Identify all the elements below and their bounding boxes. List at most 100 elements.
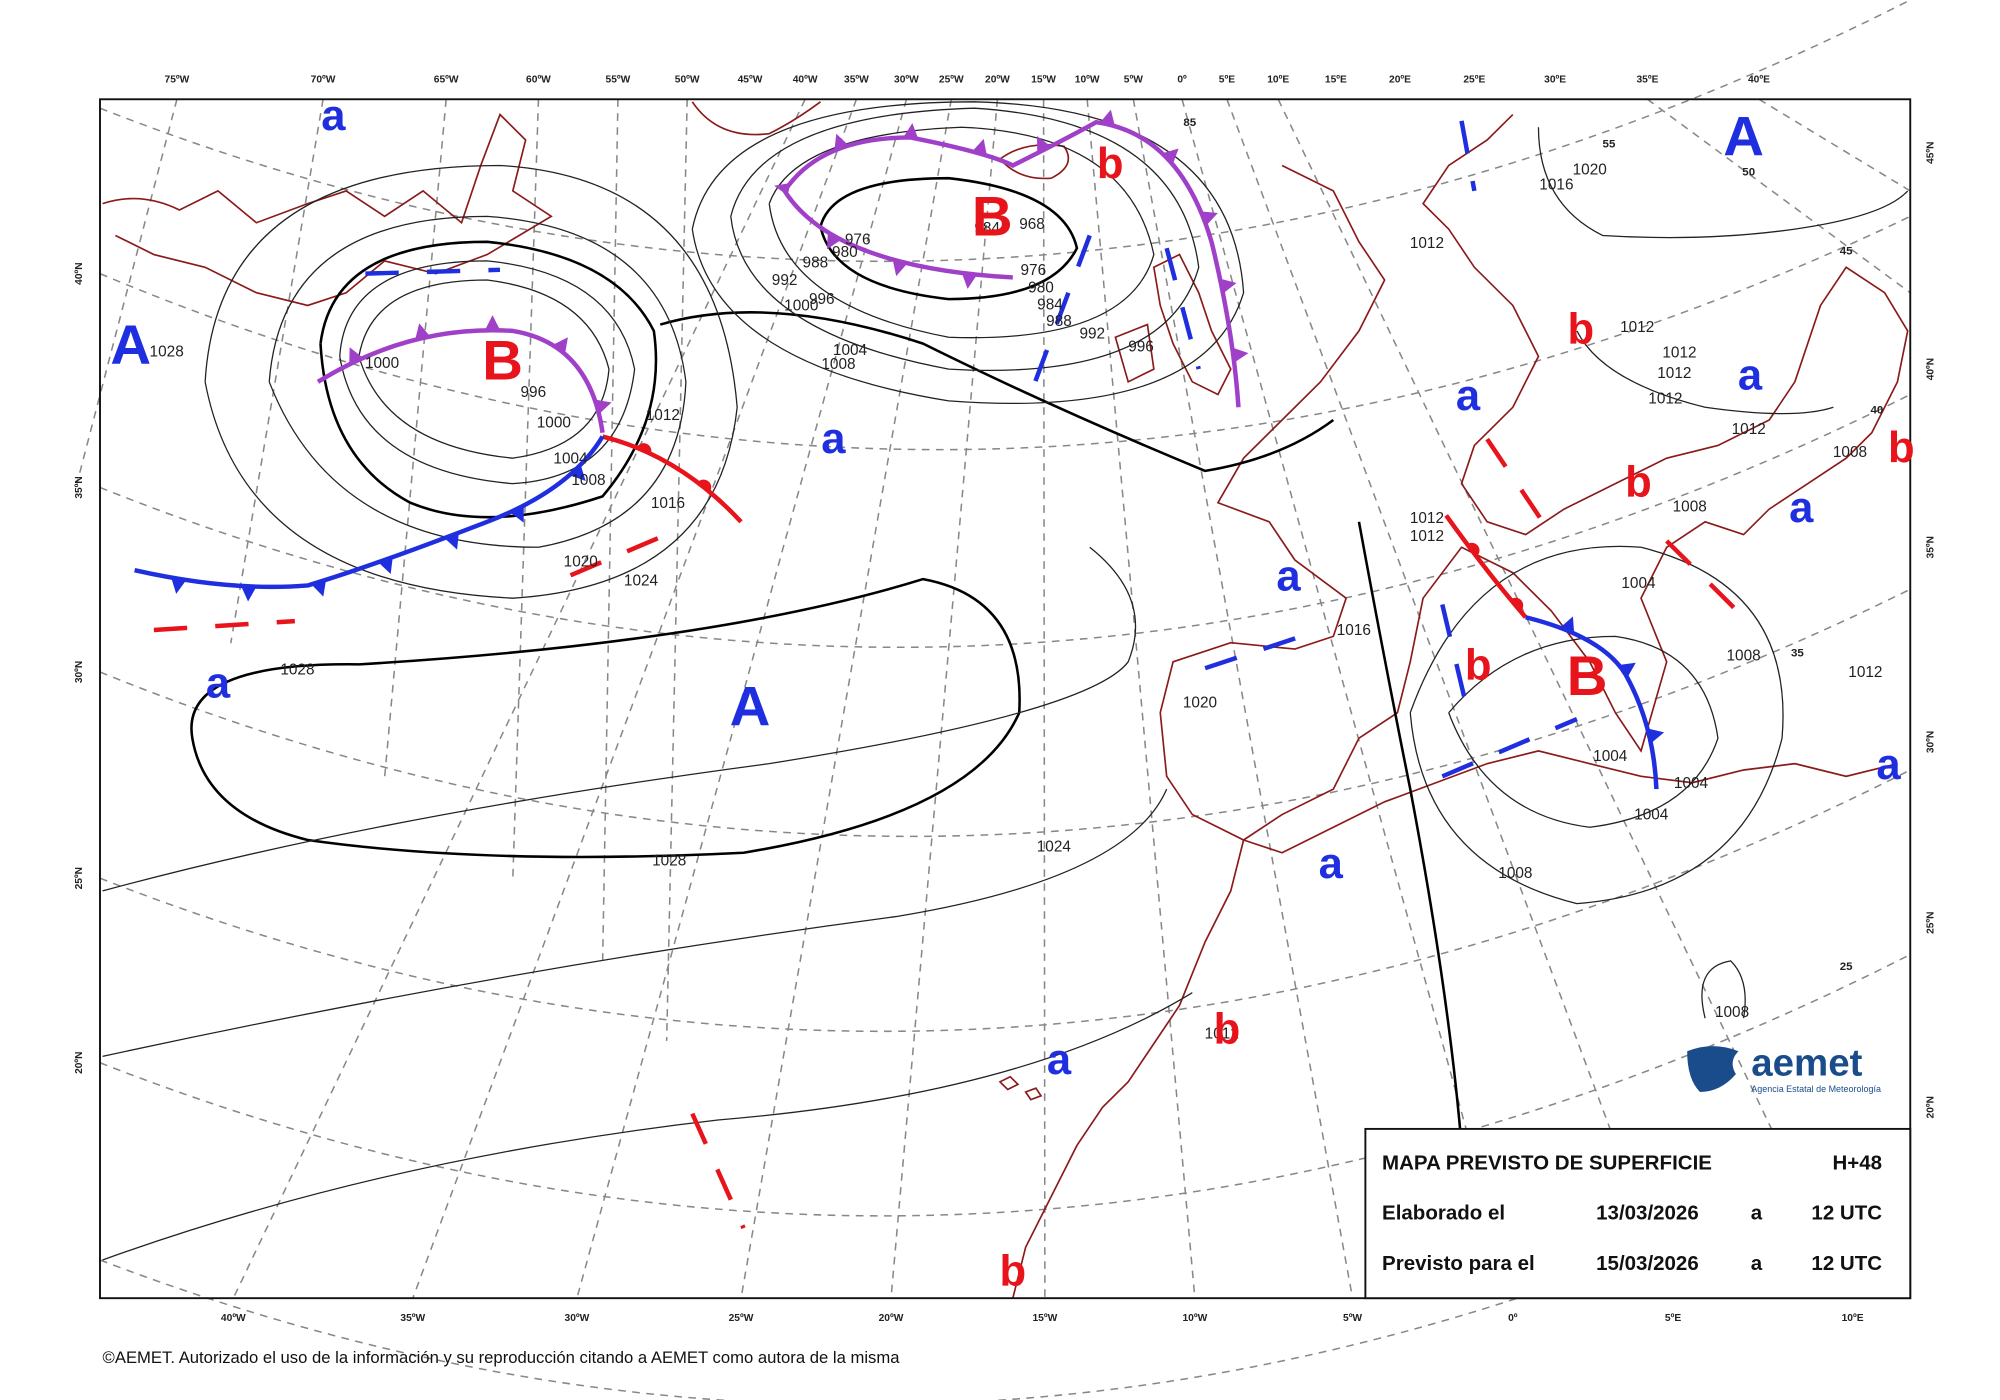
isobar-label: 1012 (1410, 235, 1444, 252)
meridian (232, 98, 806, 1299)
longitude-label: 30ºW (565, 1313, 590, 1324)
front-symbol (415, 323, 431, 340)
front-symbol (569, 464, 586, 482)
pressure-center: b (1097, 140, 1124, 188)
info-cell: a (1751, 1202, 1763, 1224)
longitude-label: 10ºW (1075, 75, 1100, 86)
isobar-label: 976 (845, 231, 871, 248)
isobar-label: 1008 (1498, 865, 1532, 882)
isobar-label: 1028 (652, 853, 686, 870)
pressure-center: b (1888, 424, 1915, 472)
longitude-label: 30ºE (1544, 75, 1566, 86)
info-cell: Elaborado el (1382, 1202, 1505, 1224)
longitude-label: 20ºE (1389, 75, 1411, 86)
isobar-label: 988 (803, 254, 829, 271)
meridian (1277, 98, 1854, 1299)
isobar-label: 996 (521, 384, 547, 401)
isobar-label: 1008 (571, 472, 605, 489)
grid-label: 40 (1871, 405, 1884, 417)
pressure-center: a (821, 415, 846, 463)
pressure-center: a (1738, 352, 1763, 400)
isobar (730, 107, 1200, 371)
longitude-label: 25ºW (939, 75, 964, 86)
isobar (102, 992, 1193, 1261)
parallel (99, 953, 1911, 1217)
coastlines (102, 101, 1909, 1299)
isobar-label: 1004 (553, 450, 588, 467)
pressure-center: b (1000, 1248, 1027, 1296)
meridian (1758, 98, 1911, 192)
isobar-label: 1008 (1726, 648, 1760, 665)
info-box: MAPA PREVISTO DE SUPERFICIE H+48 Elaborado… (1364, 1127, 1912, 1300)
front-symbol (552, 337, 568, 355)
front-symbol (1559, 616, 1575, 634)
coast-north-africa (1243, 750, 1898, 854)
warm-front (602, 434, 743, 524)
logo: aemet Agencia Estatal de Meteorología (1687, 1042, 1881, 1094)
front-symbol (972, 138, 987, 156)
parallel (99, 588, 1911, 838)
meridian (76, 99, 178, 484)
info-cell: 12 UTC (1811, 1202, 1882, 1224)
fronts (134, 109, 1746, 1230)
pressure-center: a (321, 92, 346, 140)
meridian (1646, 98, 1911, 294)
isobar-label: 1012 (1662, 345, 1696, 362)
front-symbol (826, 232, 842, 250)
meridian (890, 99, 999, 1299)
longitude-label: 5ºW (1343, 1313, 1362, 1324)
meridian (1086, 99, 1196, 1299)
longitude-label: 10ºE (1267, 75, 1289, 86)
pressure-center: a (1456, 372, 1481, 420)
isobar (1576, 330, 1834, 415)
parallel (99, 393, 1911, 648)
graticule (76, 0, 1911, 1400)
isobar-label: 996 (1128, 338, 1154, 355)
isobar (102, 788, 1168, 1057)
isobars (102, 101, 1909, 1261)
front-symbol (1162, 148, 1179, 165)
latitude-label: 20ºN (74, 1052, 85, 1074)
front-symbol (484, 315, 501, 331)
meridian (665, 99, 688, 1041)
info-cell: 12 UTC (1811, 1253, 1882, 1275)
pressure-center: B (972, 185, 1013, 248)
coast-british-isles (1114, 253, 1232, 396)
isobar-label: 1004 (1593, 748, 1628, 765)
isobar-label: 1004 (833, 342, 868, 359)
labels: 75ºW 70ºW 65ºW 60ºW 55ºW 50ºW 45ºW 40ºW 35ºW 30ºW… (74, 75, 1936, 1324)
grid-label: 45 (1840, 246, 1853, 258)
front-symbol (961, 272, 978, 289)
trough (153, 437, 1746, 1230)
longitude-label: 75ºW (165, 75, 190, 86)
parallel (99, 215, 1911, 451)
front-symbol (594, 399, 612, 415)
coast-west-africa (1012, 839, 1245, 1299)
info-cell: Previsto para el (1382, 1253, 1535, 1275)
front-symbol (903, 123, 919, 140)
isobar-label: 1016 (1539, 177, 1573, 194)
pressure-center: b (1465, 642, 1492, 690)
coast-north-america (102, 113, 553, 307)
front-symbol (1099, 109, 1115, 127)
meridian (1181, 99, 1514, 1299)
pressure-center: a (1789, 484, 1814, 532)
isobar-label: 1016 (651, 495, 685, 512)
latitude-label: 35ºN (1925, 536, 1936, 558)
front-symbol (1467, 542, 1480, 557)
front-symbol (636, 443, 652, 454)
isobar-label: 1004 (1634, 807, 1669, 824)
isobar (819, 176, 1079, 301)
longitude-label: 15ºW (1031, 75, 1056, 86)
isobar (204, 164, 738, 599)
longitude-label: 45ºW (738, 75, 763, 86)
isobar-label: 1008 (1673, 499, 1707, 516)
latitude-label: 35ºN (74, 476, 85, 498)
front-symbol (241, 585, 257, 602)
isobar-label: 992 (1079, 326, 1105, 343)
isobar-label: 980 (832, 244, 858, 261)
isobar-label: 1012 (1732, 421, 1766, 438)
isobar-label: 1012 (1205, 1026, 1239, 1043)
